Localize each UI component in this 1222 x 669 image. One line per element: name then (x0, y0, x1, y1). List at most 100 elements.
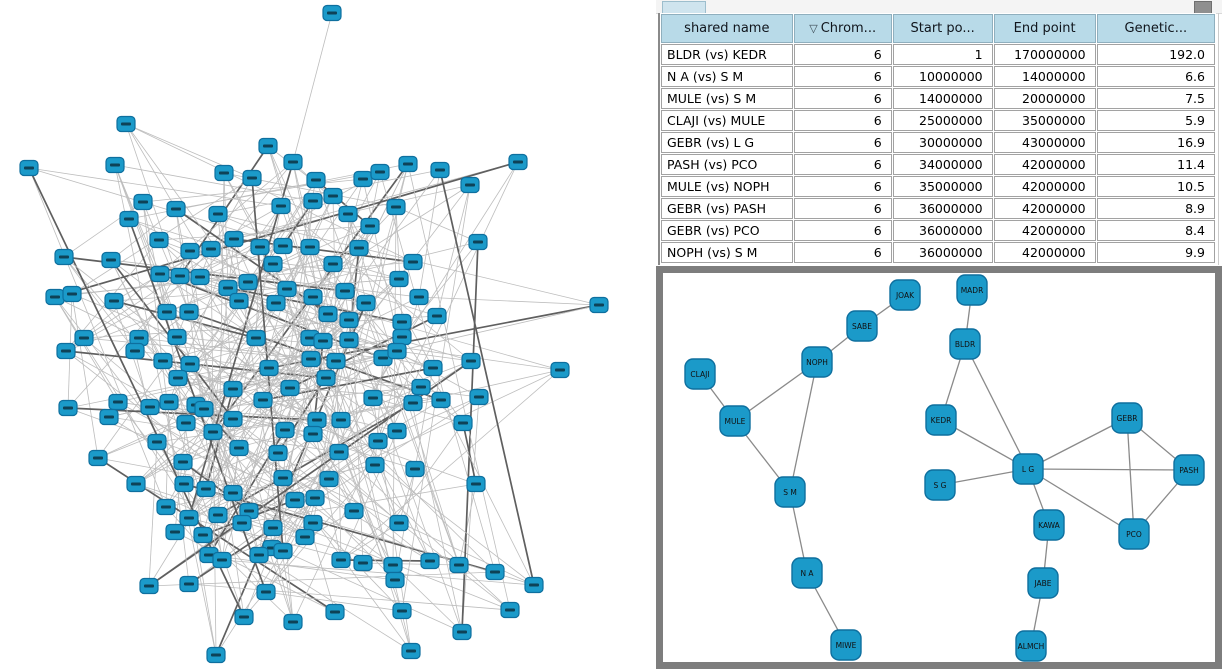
cell-shared-name[interactable]: GEBR (vs) PASH (661, 198, 793, 219)
network-node[interactable] (453, 414, 473, 432)
network-node[interactable] (271, 197, 291, 215)
network-node[interactable] (214, 164, 234, 182)
cell-value[interactable]: 35000000 (993, 110, 1096, 131)
network-node[interactable] (179, 303, 199, 321)
network-node[interactable] (273, 237, 293, 255)
network-node[interactable] (129, 329, 149, 347)
network-node[interactable] (224, 230, 244, 248)
network-node[interactable] (179, 575, 199, 593)
detail-node-joak[interactable]: JOAK (889, 279, 921, 311)
cell-value[interactable]: 6 (793, 198, 892, 219)
network-node[interactable] (303, 192, 323, 210)
detail-node-miwe[interactable]: MIWE (830, 629, 862, 661)
network-node[interactable] (323, 187, 343, 205)
table-row[interactable]: CLAJI (vs) MULE 6 25000000 35000000 5.9 (661, 110, 1215, 131)
network-node[interactable] (427, 307, 447, 325)
network-node[interactable] (508, 153, 528, 171)
cell-value[interactable]: 6 (793, 154, 892, 175)
node-shape[interactable] (801, 346, 833, 378)
network-node[interactable] (194, 400, 214, 418)
network-node[interactable] (306, 171, 326, 189)
detail-node-madr[interactable]: MADR (956, 274, 988, 306)
detail-node-mule[interactable]: MULE (719, 405, 751, 437)
network-node[interactable] (323, 255, 343, 273)
network-node[interactable] (303, 425, 323, 443)
network-node[interactable] (423, 359, 443, 377)
network-node[interactable] (398, 155, 418, 173)
node-shape[interactable] (719, 405, 751, 437)
network-node[interactable] (179, 509, 199, 527)
network-node[interactable] (460, 176, 480, 194)
network-node[interactable] (285, 491, 305, 509)
cell-value[interactable]: 10000000 (892, 66, 993, 87)
node-shape[interactable] (1027, 567, 1059, 599)
cell-value[interactable]: 36000000 (892, 242, 993, 263)
network-node[interactable] (249, 546, 269, 564)
table-row[interactable]: MULE (vs) S M 6 14000000 20000000 7.5 (661, 88, 1215, 109)
table-row[interactable]: GEBR (vs) L G 6 30000000 43000000 16.9 (661, 132, 1215, 153)
column-header-genetic[interactable]: Genetic... (1096, 14, 1215, 43)
cell-shared-name[interactable]: CLAJI (vs) MULE (661, 110, 793, 131)
cell-value[interactable]: 43000000 (993, 132, 1096, 153)
overview-network-canvas[interactable] (0, 0, 655, 669)
network-node[interactable] (405, 460, 425, 478)
network-node[interactable] (263, 519, 283, 537)
cell-value[interactable]: 6.6 (1096, 66, 1215, 87)
network-node[interactable] (180, 355, 200, 373)
network-node[interactable] (469, 388, 489, 406)
detail-node-sm[interactable]: S M (774, 476, 806, 508)
network-node[interactable] (368, 432, 388, 450)
network-node[interactable] (126, 475, 146, 493)
network-node[interactable] (295, 528, 315, 546)
network-node[interactable] (246, 329, 266, 347)
network-node[interactable] (203, 423, 223, 441)
network-node[interactable] (318, 305, 338, 323)
detail-node-na[interactable]: N A (791, 557, 823, 589)
network-node[interactable] (201, 240, 221, 258)
detail-node-lg[interactable]: L G (1012, 453, 1044, 485)
table-row[interactable]: N A (vs) S M 6 10000000 14000000 6.6 (661, 66, 1215, 87)
network-node[interactable] (139, 577, 159, 595)
cell-shared-name[interactable]: MULE (vs) S M (661, 88, 793, 109)
network-node[interactable] (338, 205, 358, 223)
network-node[interactable] (74, 329, 94, 347)
network-node[interactable] (19, 159, 39, 177)
column-header-startpo[interactable]: Start po... (892, 14, 993, 43)
network-node[interactable] (307, 411, 327, 429)
cell-value[interactable]: 14000000 (993, 66, 1096, 87)
network-node[interactable] (88, 449, 108, 467)
network-node[interactable] (99, 408, 119, 426)
network-node[interactable] (229, 439, 249, 457)
network-node[interactable] (365, 456, 385, 474)
cell-value[interactable]: 36000000 (892, 198, 993, 219)
network-node[interactable] (331, 411, 351, 429)
cell-value[interactable]: 6 (793, 44, 892, 65)
network-node[interactable] (259, 359, 279, 377)
network-node[interactable] (360, 217, 380, 235)
network-node[interactable] (223, 410, 243, 428)
network-node[interactable] (370, 163, 390, 181)
network-node[interactable] (452, 623, 472, 641)
network-node[interactable] (232, 514, 252, 532)
detail-node-kawa[interactable]: KAWA (1033, 509, 1065, 541)
network-node[interactable] (273, 542, 293, 560)
node-shape[interactable] (924, 469, 956, 501)
network-node[interactable] (401, 642, 421, 660)
network-node[interactable] (386, 198, 406, 216)
node-shape[interactable] (1111, 402, 1143, 434)
cell-value[interactable]: 30000000 (892, 132, 993, 153)
network-node[interactable] (147, 433, 167, 451)
column-header-sharedname[interactable]: shared name (661, 14, 793, 43)
network-node[interactable] (280, 379, 300, 397)
network-node[interactable] (168, 369, 188, 387)
network-node[interactable] (174, 475, 194, 493)
network-node[interactable] (301, 350, 321, 368)
network-node[interactable] (176, 414, 196, 432)
detail-node-gebr[interactable]: GEBR (1111, 402, 1143, 434)
cell-value[interactable]: 25000000 (892, 110, 993, 131)
network-node[interactable] (403, 253, 423, 271)
network-node[interactable] (208, 205, 228, 223)
cell-value[interactable]: 42000000 (993, 176, 1096, 197)
node-shape[interactable] (791, 557, 823, 589)
node-shape[interactable] (830, 629, 862, 661)
